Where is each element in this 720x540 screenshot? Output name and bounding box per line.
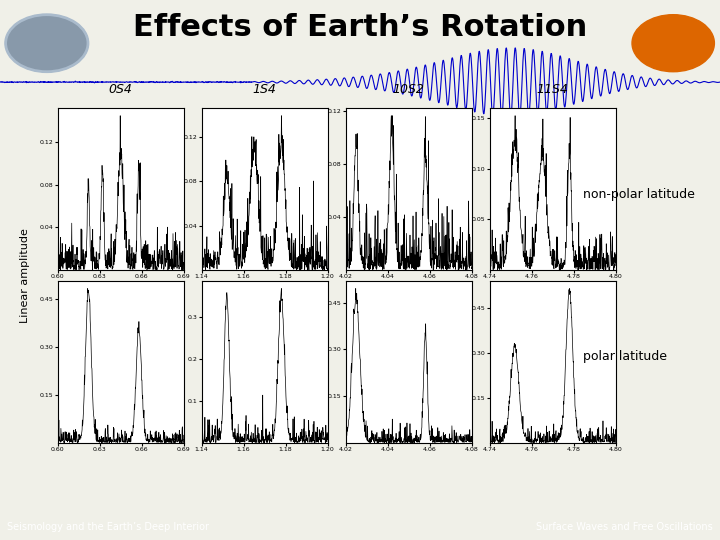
Text: non-polar latitude: non-polar latitude [583,188,695,201]
Text: 11S4: 11S4 [536,83,569,96]
Text: Surface Waves and Free Oscillations: Surface Waves and Free Oscillations [536,522,713,532]
Circle shape [632,15,714,72]
Text: 1S4: 1S4 [253,83,276,96]
Text: Effects of Earth’s Rotation: Effects of Earth’s Rotation [133,12,587,42]
Text: 10S2: 10S2 [392,83,425,96]
Text: Seismology and the Earth’s Deep Interior: Seismology and the Earth’s Deep Interior [7,522,210,532]
Circle shape [6,15,88,72]
Text: Linear amplitude: Linear amplitude [20,228,30,323]
Text: 0S4: 0S4 [109,83,132,96]
Text: polar latitude: polar latitude [583,350,667,363]
